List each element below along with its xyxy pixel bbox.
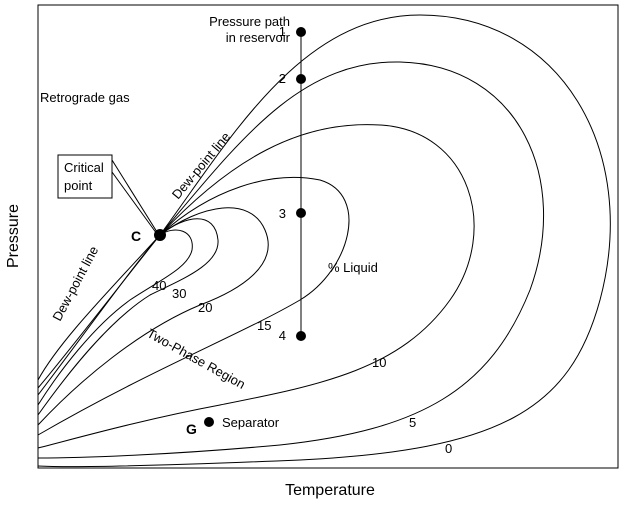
x-axis-label: Temperature <box>285 482 375 499</box>
critical-letter: C <box>131 228 141 244</box>
separator-letter: G <box>186 421 197 437</box>
separator-label: Separator <box>222 415 280 430</box>
quality-label: 5 <box>409 415 416 430</box>
critical-text: point <box>64 178 93 193</box>
retrograde-label: Retrograde gas <box>40 90 130 105</box>
point-1 <box>296 27 306 37</box>
path-label: in reservoir <box>226 30 291 45</box>
curve-0 <box>37 14 611 468</box>
quality-label: 40 <box>152 278 166 293</box>
critical-text: Critical <box>64 160 104 175</box>
curve-15 <box>37 177 350 436</box>
curve-30 <box>37 218 219 416</box>
critical-box <box>57 154 113 199</box>
liquid-label: % Liquid <box>328 260 378 275</box>
quality-label: 0 <box>445 441 452 456</box>
quality-label: 20 <box>198 300 212 315</box>
dew-upper-label: Dew-point line <box>169 129 233 202</box>
curves <box>37 14 611 468</box>
path-label: Pressure path <box>209 14 290 29</box>
separator-point <box>204 417 214 427</box>
curve-20 <box>37 207 269 426</box>
quality-label: 30 <box>172 286 186 301</box>
fan-2 <box>37 234 161 389</box>
point-4 <box>296 331 306 341</box>
leader <box>111 171 158 235</box>
plot-frame <box>37 4 619 469</box>
point-3 <box>296 208 306 218</box>
quality-label: 10 <box>372 355 386 370</box>
quality-label: 15 <box>257 318 271 333</box>
point-label: 1 <box>279 24 286 39</box>
leader <box>111 159 158 233</box>
curve-5 <box>37 61 544 459</box>
curve-40 <box>37 229 193 406</box>
point-label: 2 <box>279 71 286 86</box>
point-label: 3 <box>279 206 286 221</box>
y-axis-label: Pressure <box>5 204 22 268</box>
point-label: 4 <box>279 328 286 343</box>
dew-lower <box>37 234 161 381</box>
dew-lower-label: Dew-point line <box>49 244 101 324</box>
point-2 <box>296 74 306 84</box>
